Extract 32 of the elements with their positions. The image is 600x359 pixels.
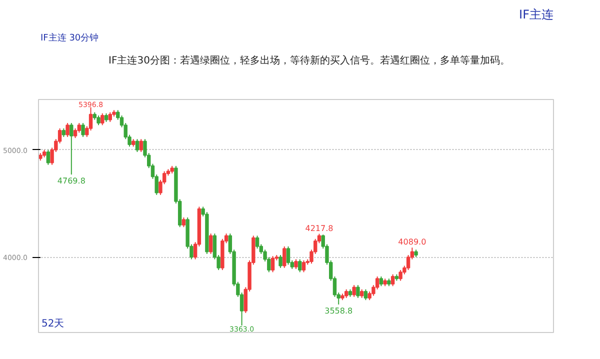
candlestick — [390, 274, 395, 287]
candlestick — [379, 276, 384, 287]
candlestick — [270, 256, 275, 273]
candlestick — [298, 258, 302, 273]
candlestick — [66, 122, 70, 138]
candlestick — [96, 114, 100, 126]
candlestick — [46, 149, 50, 166]
candlestick — [182, 216, 186, 228]
candlestick — [286, 246, 290, 266]
candlestick — [398, 270, 402, 282]
annotation: 4769.8 — [57, 176, 86, 186]
annotation: 4217.8 — [305, 224, 334, 233]
candlestick — [81, 122, 85, 138]
candlestick — [70, 122, 74, 176]
candlestick — [302, 260, 306, 273]
candlestick — [294, 258, 298, 270]
candlestick — [352, 284, 356, 298]
candlestick — [282, 246, 286, 268]
candlestick — [100, 112, 104, 126]
chart-title: IF主连30分图：若遇绿圈位，轻多出场，等待新的买入信号。若遇红圈位，多单等量加码。 — [108, 54, 510, 66]
annotation: 52天 — [42, 318, 64, 330]
candlestick — [278, 254, 282, 268]
candlestick — [108, 112, 112, 122]
annotation: 3558.8 — [324, 306, 353, 316]
candlestick — [364, 288, 368, 301]
text: IF主连 — [519, 8, 554, 22]
annotation: 4089.0 — [398, 238, 426, 247]
candlestick — [135, 138, 140, 152]
candlestick — [356, 284, 360, 298]
candlestick — [208, 233, 213, 254]
text: IF主连 30分钟 — [40, 32, 99, 44]
candlestick — [139, 138, 143, 152]
